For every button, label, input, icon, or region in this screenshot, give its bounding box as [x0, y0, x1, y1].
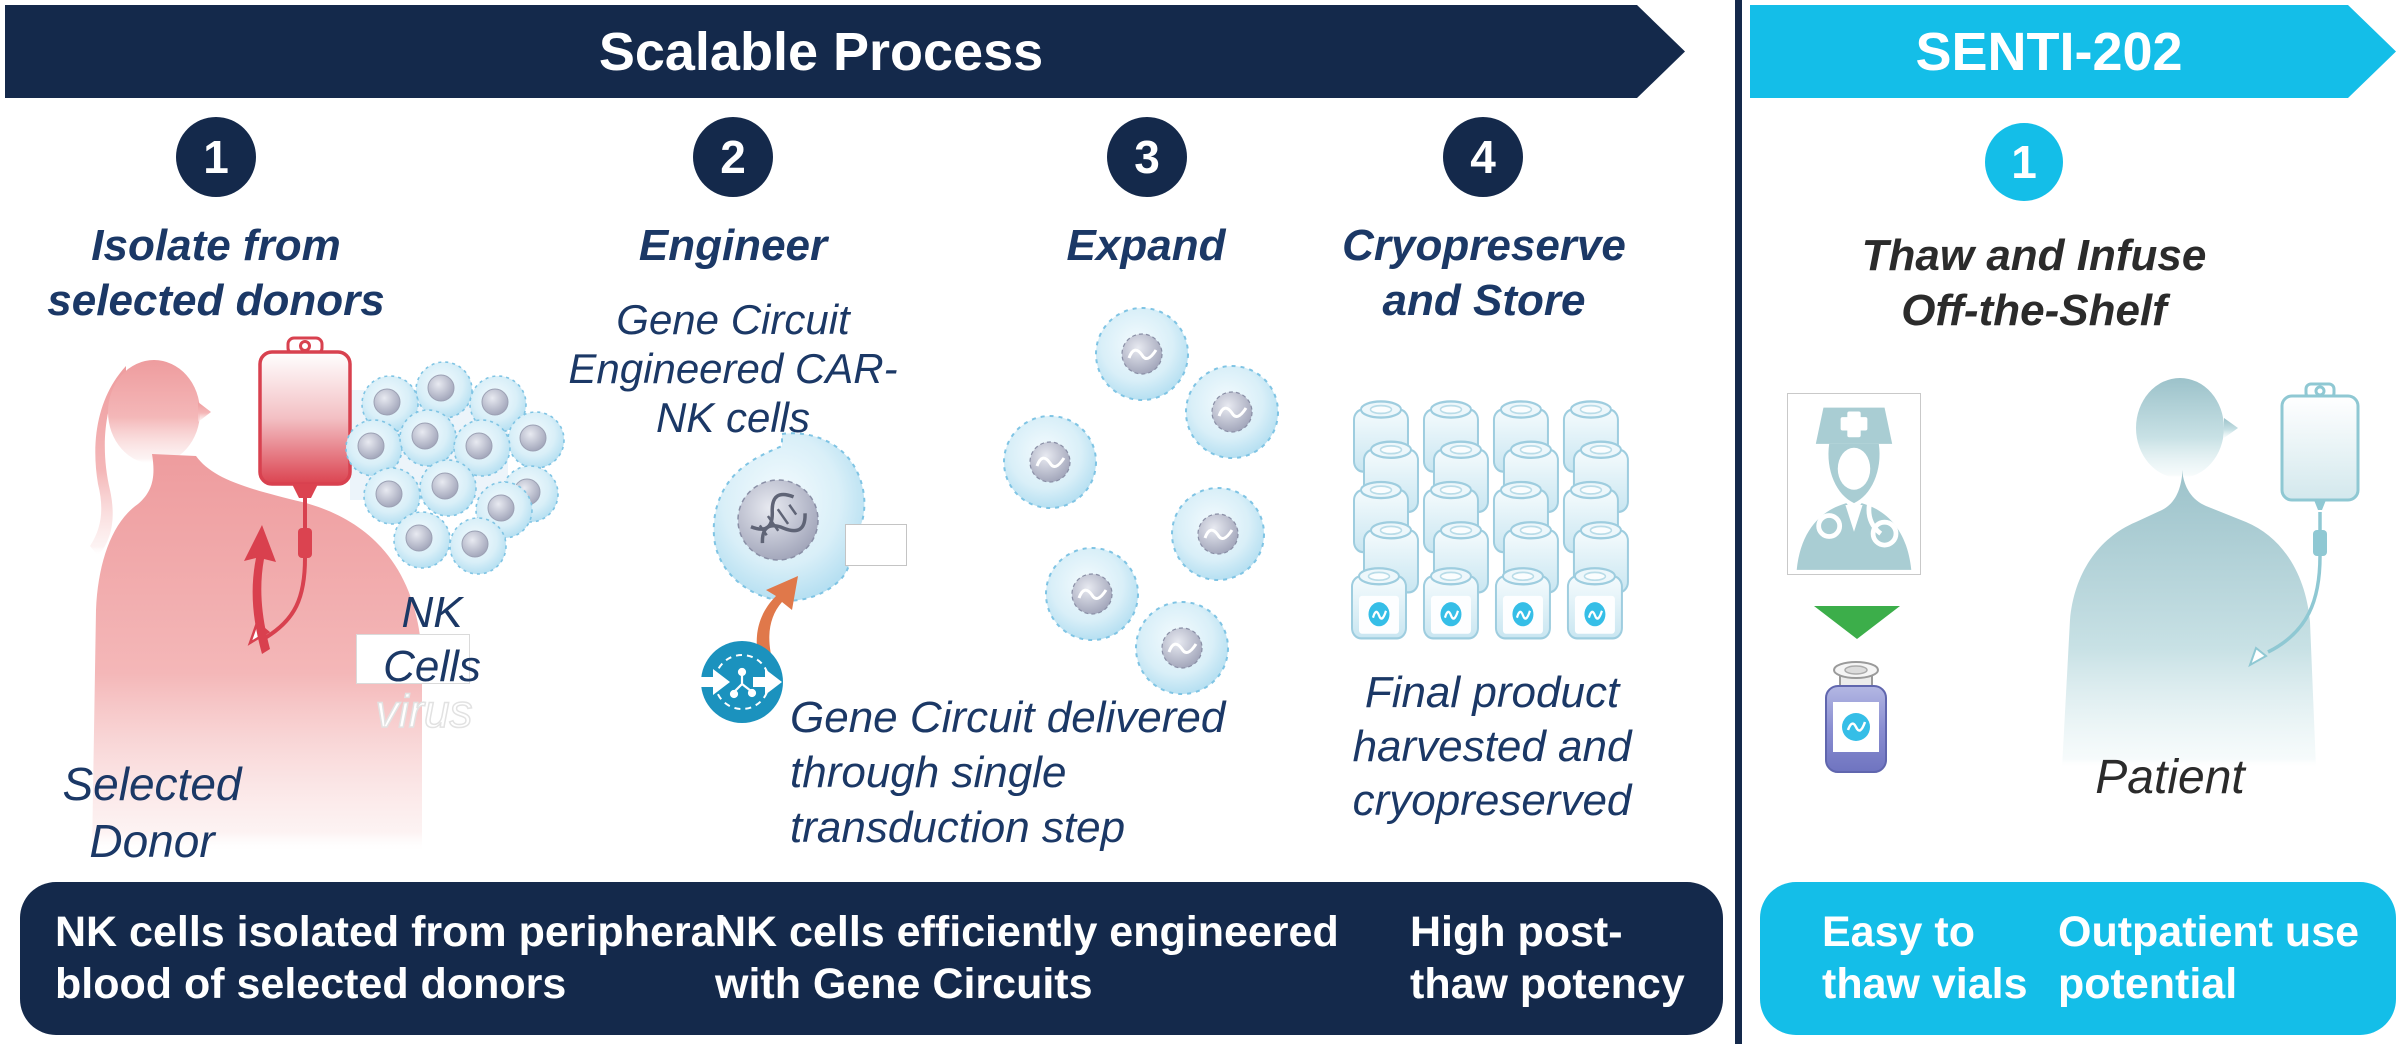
senti-summary-bar [1760, 882, 2396, 1035]
transduction-arrow-icon [756, 576, 798, 670]
step-2-caption: Gene Circuit delivered through single tr… [790, 693, 1226, 852]
summary-isolation: NK cells isolated from peripheral blood … [55, 908, 727, 1008]
ghost-virus-label: virus [375, 684, 474, 738]
gene-circuit-icon [701, 641, 783, 723]
step-1-number: 1 [176, 117, 256, 197]
blood-bag-icon [244, 336, 352, 654]
patient-label: Patient [2095, 751, 2245, 804]
step-3-number-label: 3 [1134, 131, 1160, 183]
step-4-title: Cryopreserve and Store [1342, 221, 1626, 325]
summary-easy-thaw: Easy to thaw vials [1822, 908, 2028, 1008]
cell-nucleus [737, 479, 819, 561]
summary-outpatient: Outpatient use potential [2058, 908, 2360, 1008]
down-arrow-icon [1814, 606, 1900, 639]
patient-body [2062, 470, 2316, 768]
step-3-title: Expand [1066, 221, 1226, 270]
step-2-number-label: 2 [720, 131, 746, 183]
senti-step-number: 1 [1985, 123, 2063, 201]
patient-silhouette [2062, 378, 2360, 768]
process-banner: Scalable Process [5, 5, 1685, 98]
iv-bag-icon [2248, 382, 2360, 668]
expanded-cells [1002, 306, 1280, 696]
step-1-title: Isolate from selected donors [47, 221, 385, 325]
step-1-number-label: 1 [203, 131, 229, 183]
bag-tube [263, 557, 307, 640]
dna-icon [750, 492, 807, 544]
cryo-vials [1350, 400, 1630, 640]
product-vial-icon [1825, 661, 1887, 773]
step-4-number-label: 4 [1470, 131, 1496, 183]
step-2-subtitle: Gene Circuit Engineered CAR- NK cells [568, 296, 898, 441]
leftover-textbox [845, 524, 907, 566]
senti-banner-title: SENTI-202 [1915, 21, 2183, 82]
donor-body [92, 454, 422, 853]
step-3-number: 3 [1107, 117, 1187, 197]
senti-banner: SENTI-202 [1750, 5, 2396, 98]
patient-head [2136, 378, 2224, 478]
clinician-frame [1787, 393, 1921, 575]
donor-face [198, 402, 211, 422]
donor-silhouette [90, 360, 422, 853]
summary-potency: High post- thaw potency [1410, 908, 1685, 1008]
section-divider [1735, 0, 1742, 1044]
process-summary-bar [20, 882, 1723, 1035]
draw-arrow-icon [244, 525, 276, 654]
ponytail-shape [90, 366, 126, 556]
nk-cell-cluster [345, 361, 565, 575]
step-2-number: 2 [693, 117, 773, 197]
tube-clamp [298, 528, 312, 558]
selected-donor-label: Selected Donor [62, 758, 242, 867]
nk-label-box [356, 634, 470, 684]
senti-step-title: Thaw and Infuse Off-the-Shelf [1861, 231, 2207, 335]
engineered-cell [712, 432, 866, 602]
clinician-icon [1796, 407, 1912, 570]
process-banner-title: Scalable Process [598, 21, 1044, 82]
step-2-title: Engineer [638, 221, 828, 270]
step-4-caption: Final product harvested and cryopreserve… [1352, 668, 1632, 825]
senti-step-number-label: 1 [2011, 136, 2037, 188]
summary-engineering: NK cells efficiently engineered with Gen… [715, 908, 1339, 1008]
donor-head [108, 360, 200, 464]
step-4-number: 4 [1443, 117, 1523, 197]
nk-cells-label: NK Cells [383, 588, 481, 691]
